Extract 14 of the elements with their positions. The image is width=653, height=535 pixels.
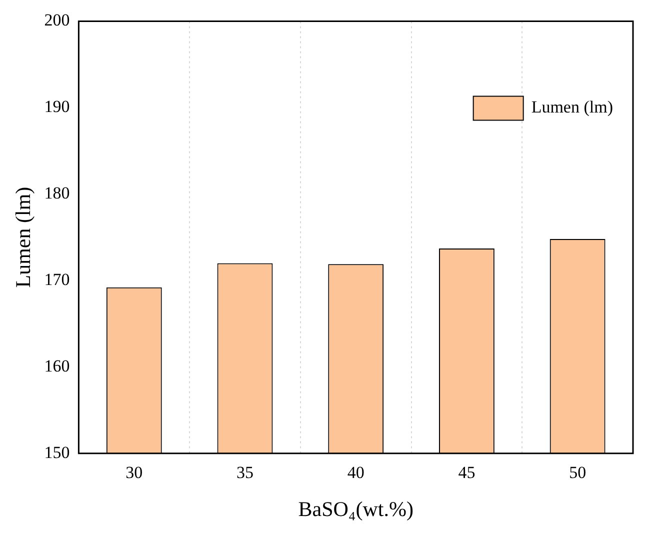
x-tick-label: 30	[126, 463, 143, 482]
x-tick-label: 35	[236, 463, 254, 482]
y-tick-label: 160	[44, 356, 70, 376]
y-tick-label: 150	[44, 442, 70, 462]
x-tick-label: 45	[458, 463, 476, 482]
x-tick-label: 40	[347, 463, 364, 482]
legend-label: Lumen (lm)	[531, 98, 613, 117]
y-tick-label: 200	[44, 10, 70, 30]
y-tick-label: 180	[44, 184, 70, 203]
x-axis-title: BaSO₄(wt.%)	[298, 496, 414, 521]
x-tick-label: 50	[569, 463, 586, 482]
y-axis-title: Lumen (lm)	[11, 186, 36, 288]
y-tick-label: 190	[44, 97, 70, 116]
y-tick-label: 170	[44, 270, 70, 289]
